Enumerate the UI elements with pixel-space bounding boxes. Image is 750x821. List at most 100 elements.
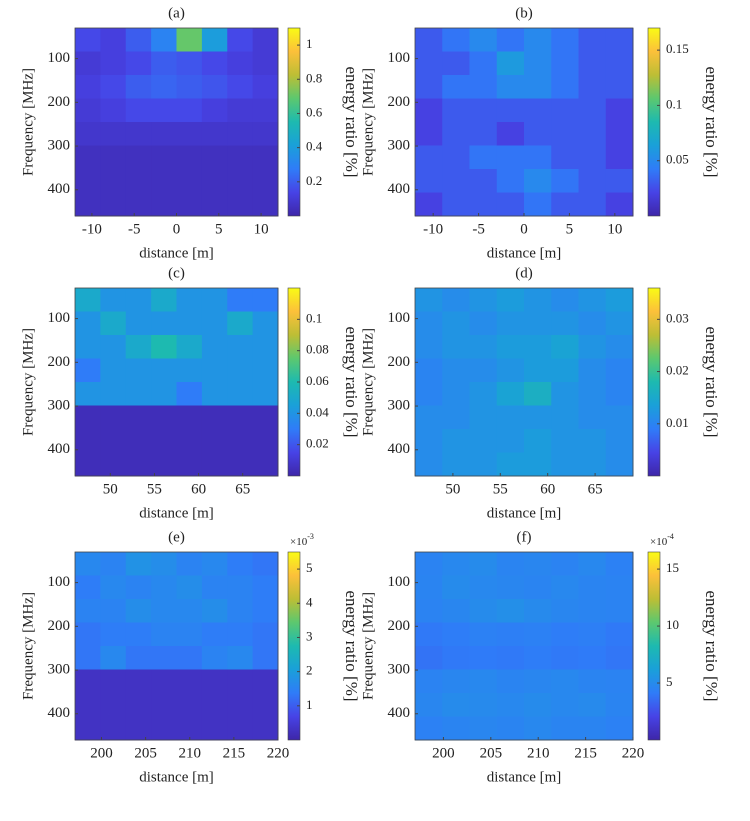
heatmap-cell (551, 28, 579, 52)
heatmap-cell (496, 28, 525, 52)
heatmap-cell (496, 575, 525, 600)
x-tick-label: 210 (527, 745, 550, 761)
y-tick-label: 300 (388, 397, 411, 413)
heatmap-cell (100, 75, 127, 99)
heatmap-cell (578, 382, 607, 406)
heatmap-cell (227, 693, 254, 717)
heatmap-cell (415, 75, 443, 99)
heatmap-cell (252, 405, 279, 430)
heatmap-cell (201, 382, 228, 406)
y-tick-label: 400 (48, 181, 71, 197)
colorbar-exponent: ×10-3 (290, 532, 314, 548)
y-tick-label: 200 (388, 354, 411, 370)
heatmap-cell (151, 288, 177, 312)
heatmap-cell (151, 98, 177, 123)
x-axis-label: distance [m] (487, 505, 562, 521)
heatmap-cell (496, 382, 525, 406)
colorbar-tick-label: 0.1 (306, 310, 322, 325)
heatmap-cell (100, 51, 127, 76)
heatmap-cell (551, 622, 579, 647)
heatmap-cell (524, 288, 552, 312)
heatmap-cell (415, 122, 443, 146)
heatmap-cell (100, 145, 127, 170)
heatmap-cell (201, 599, 228, 623)
heatmap-cell (469, 192, 498, 217)
heatmap-cell (100, 622, 127, 647)
heatmap-cell (227, 311, 254, 336)
heatmap-cell (415, 599, 443, 623)
heatmap-cell (578, 669, 607, 694)
heatmap-cell (578, 145, 607, 170)
heatmap-cell (100, 552, 127, 576)
heatmap-cell (176, 358, 203, 383)
heatmap-cell (496, 169, 525, 193)
heatmap-cell (176, 669, 203, 694)
heatmap-cell (227, 98, 254, 123)
heatmap-cell (442, 192, 470, 217)
heatmap-cell (151, 429, 177, 453)
heatmap-cell (605, 122, 634, 146)
colorbar-tick-label: 0.15 (666, 41, 689, 56)
heatmap-cell (100, 575, 127, 600)
x-tick-label: -10 (82, 221, 102, 237)
panel-title: (f) (517, 529, 532, 545)
heatmap-cell (100, 122, 127, 146)
heatmap-cell (605, 169, 634, 193)
heatmap-cell (151, 28, 177, 52)
heatmap-cell (496, 145, 525, 170)
heatmap-cell (442, 288, 470, 312)
heatmap-cell (252, 311, 279, 336)
heatmap-cell (125, 669, 152, 694)
x-axis-label: distance [m] (487, 769, 562, 785)
x-axis-label: distance [m] (139, 245, 214, 261)
heatmap-cell (469, 452, 498, 477)
colorbar-tick-label: 0.06 (306, 373, 329, 388)
heatmap-cell (551, 145, 579, 170)
heatmap-cell (125, 429, 152, 453)
colorbar-label: energy ratio [%] (342, 590, 361, 701)
heatmap-cell (578, 51, 607, 76)
heatmap-cell (605, 452, 634, 477)
y-tick-label: 100 (388, 50, 411, 66)
colorbar-tick-label: 0.02 (666, 363, 689, 378)
heatmap-cell (75, 288, 101, 312)
y-tick-label: 300 (48, 397, 71, 413)
heatmap-cell (551, 75, 579, 99)
heatmap-cell (125, 622, 152, 647)
heatmap-cell (201, 192, 228, 217)
x-tick-label: -10 (423, 221, 443, 237)
heatmap-cell (252, 599, 279, 623)
heatmap-cell (75, 405, 101, 430)
y-tick-label: 200 (48, 618, 71, 634)
colorbar-tick-label: 2 (306, 663, 313, 678)
axes-frame (74, 287, 279, 477)
heatmap-cell (496, 716, 525, 741)
heatmap-cell (151, 145, 177, 170)
heatmap-cell (201, 669, 228, 694)
heatmap-cell (605, 669, 634, 694)
heatmap-cell (524, 693, 552, 717)
heatmap-cell (442, 716, 470, 741)
heatmap-cell (496, 51, 525, 76)
x-tick-label: 50 (103, 481, 118, 497)
heatmap-cell (415, 145, 443, 170)
heatmap-cell (75, 716, 101, 741)
panel-title: (d) (515, 265, 533, 281)
heatmap-cell (151, 311, 177, 336)
x-tick-label: 65 (235, 481, 250, 497)
heatmap-cell (151, 192, 177, 217)
heatmap-cell (442, 98, 470, 123)
heatmap-cell (100, 646, 127, 670)
heatmap-cell (227, 575, 254, 600)
heatmap-cell (252, 28, 279, 52)
heatmap-cell (75, 382, 101, 406)
heatmap-cell (442, 51, 470, 76)
heatmap-cell (100, 192, 127, 217)
colorbar-exponent-power: -3 (307, 532, 314, 541)
x-tick-label: 60 (191, 481, 206, 497)
x-tick-label: 0 (173, 221, 181, 237)
heatmap-cell (469, 405, 498, 430)
heatmap-cell (415, 552, 443, 576)
heatmap-cell (578, 122, 607, 146)
heatmap-cell (125, 288, 152, 312)
